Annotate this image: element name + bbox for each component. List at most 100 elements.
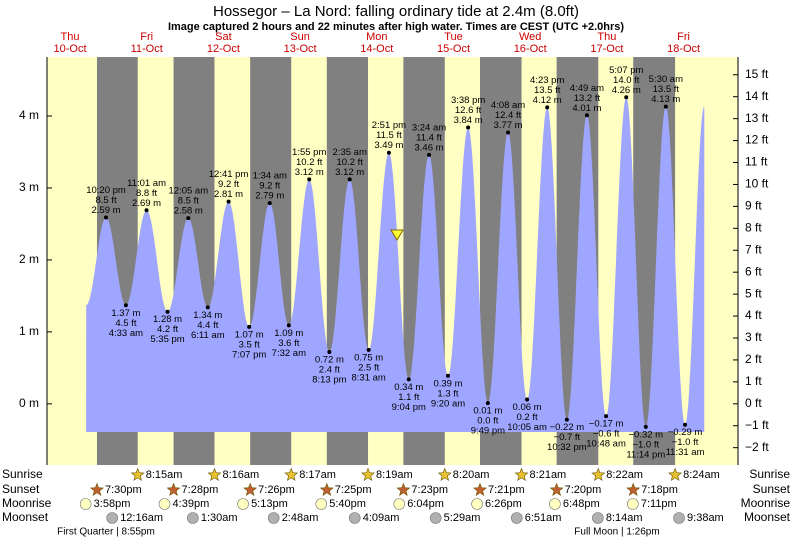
y2-tick-label: 1 ft	[745, 374, 762, 388]
moonrise-time: 4:39pm	[173, 498, 210, 510]
y-tick-label: 2 m	[19, 252, 39, 266]
tide-label: 4:33 am	[109, 328, 143, 339]
y2-tick-label: 3 ft	[745, 330, 762, 344]
tide-label: 1:55 pm	[292, 147, 326, 158]
tide-label: −0.29 m	[668, 427, 703, 438]
tide-label: 6:11 am	[191, 330, 225, 341]
moonrise-time: 6:48pm	[563, 498, 600, 510]
tide-label: 10:05 am	[507, 422, 547, 433]
day-date: 16-Oct	[514, 43, 547, 55]
sun-icon	[361, 467, 375, 481]
sunset-time: 7:30pm	[105, 484, 142, 496]
tide-label: 0.0 ft	[477, 416, 498, 427]
tide-point	[604, 414, 609, 419]
tide-point	[485, 401, 490, 406]
tide-label: 0.2 ft	[517, 412, 538, 423]
tide-label: 3.12 m	[295, 167, 324, 178]
sunset-time: 7:26pm	[258, 484, 295, 496]
day-name: Sun	[290, 31, 310, 43]
tide-label: 13.5 ft	[534, 85, 561, 96]
y2-tick-label: 12 ft	[745, 133, 769, 147]
y2-tick-label: 2 ft	[745, 352, 762, 366]
tide-label: 3.49 m	[374, 140, 403, 151]
y-tick-label: 1 m	[19, 324, 39, 338]
sunset-time: 7:21pm	[488, 484, 525, 496]
tide-label: 12:05 am	[169, 186, 209, 197]
day-name: Fri	[140, 31, 153, 43]
moonrise-time: 5:13pm	[251, 498, 288, 510]
row-label: Sunrise	[2, 467, 43, 481]
tide-point	[663, 104, 668, 109]
moonset-time: 4:09am	[363, 512, 400, 524]
sunrise-time: 8:15am	[146, 469, 183, 481]
tide-point	[186, 216, 191, 221]
row-label: Moonrise	[741, 496, 791, 510]
moon-icon	[673, 512, 685, 524]
tide-point	[506, 130, 511, 135]
tide-label: 10:32 pm	[547, 442, 587, 453]
sunrise-time: 8:21am	[530, 469, 567, 481]
sun-icon	[284, 467, 299, 481]
sunset-time: 7:25pm	[335, 484, 372, 496]
tide-label: −0.17 m	[589, 419, 624, 430]
sun-icon	[626, 482, 641, 496]
moon-icon	[471, 498, 483, 510]
tide-point	[386, 150, 391, 155]
sunset-time: 7:23pm	[411, 484, 448, 496]
tide-point	[347, 177, 352, 182]
sunrise-time: 8:19am	[376, 469, 413, 481]
tide-label: 9:49 pm	[471, 426, 505, 437]
tide-label: 8.8 ft	[136, 188, 157, 199]
tide-point	[123, 303, 128, 308]
sunset-time: 7:18pm	[641, 484, 678, 496]
tide-point	[307, 177, 312, 182]
y-tick-label: 0 m	[19, 396, 39, 410]
tide-label: 1.07 m	[235, 329, 264, 340]
sun-icon	[549, 482, 564, 496]
tide-label: 3.12 m	[335, 167, 364, 178]
y2-tick-label: 13 ft	[745, 111, 769, 125]
moonrise-time: 6:04pm	[407, 498, 444, 510]
moon-icon	[106, 512, 119, 524]
moon-icon	[393, 498, 405, 510]
tide-label: 2.5 ft	[358, 362, 379, 373]
tide-label: 12.4 ft	[495, 110, 522, 121]
row-label: Moonset	[744, 510, 791, 524]
sun-icon	[591, 467, 606, 481]
tide-label: 13.5 ft	[653, 84, 680, 95]
y2-tick-label: 14 ft	[745, 89, 769, 103]
tide-label: 4.5 ft	[115, 318, 136, 329]
sunrise-time: 8:16am	[222, 469, 259, 481]
moon-icon	[429, 512, 442, 524]
moonset-time: 1:30am	[201, 512, 238, 524]
current-marker	[390, 229, 404, 241]
row-label: Moonset	[2, 510, 49, 524]
tide-label: 0.06 m	[513, 402, 542, 413]
sun-icon	[668, 467, 683, 481]
y2-tick-label: 9 ft	[745, 199, 762, 213]
tide-label: 4:49 am	[570, 83, 604, 94]
day-date: 10-Oct	[53, 43, 86, 55]
tide-point	[427, 152, 432, 157]
row-label: Sunset	[2, 482, 40, 496]
tide-label: 11.5 ft	[376, 130, 402, 141]
tide-label: 1.1 ft	[398, 392, 419, 403]
tide-label: 5:35 pm	[150, 334, 184, 345]
row-label: Moonrise	[2, 496, 52, 510]
tide-label: −0.6 ft	[593, 429, 620, 440]
tide-point	[624, 95, 629, 100]
tide-label: 1.28 m	[153, 314, 182, 325]
tide-label: 1:34 am	[253, 171, 287, 182]
moonrise-time: 7:11pm	[641, 498, 677, 510]
y2-tick-label: 15 ft	[745, 67, 769, 81]
sunrise-time: 8:20am	[453, 469, 490, 481]
y2-tick-label: 6 ft	[745, 264, 762, 278]
moonset-time: 2:48am	[282, 512, 319, 524]
tide-label: 4.12 m	[533, 95, 562, 106]
tide-label: 9:04 pm	[392, 402, 426, 413]
row-label: Sunrise	[749, 467, 790, 481]
day-name: Sat	[215, 31, 232, 43]
moon-icon	[510, 512, 523, 524]
tide-label: 2.81 m	[214, 189, 243, 200]
day-date: 12-Oct	[207, 43, 240, 55]
